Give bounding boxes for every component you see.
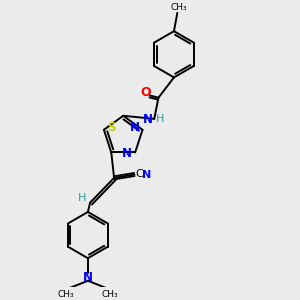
Text: N: N [83, 272, 93, 284]
Text: N: N [122, 147, 132, 161]
Text: CH₃: CH₃ [170, 3, 187, 12]
Text: CH₃: CH₃ [58, 290, 74, 298]
Text: S: S [107, 121, 115, 134]
Text: N: N [143, 113, 153, 126]
Text: N: N [130, 121, 140, 134]
Text: N: N [142, 170, 151, 180]
Text: C: C [136, 169, 143, 179]
Text: H: H [78, 193, 86, 202]
Text: H: H [156, 114, 165, 124]
Text: CH₃: CH₃ [102, 290, 118, 298]
Text: O: O [140, 86, 151, 99]
